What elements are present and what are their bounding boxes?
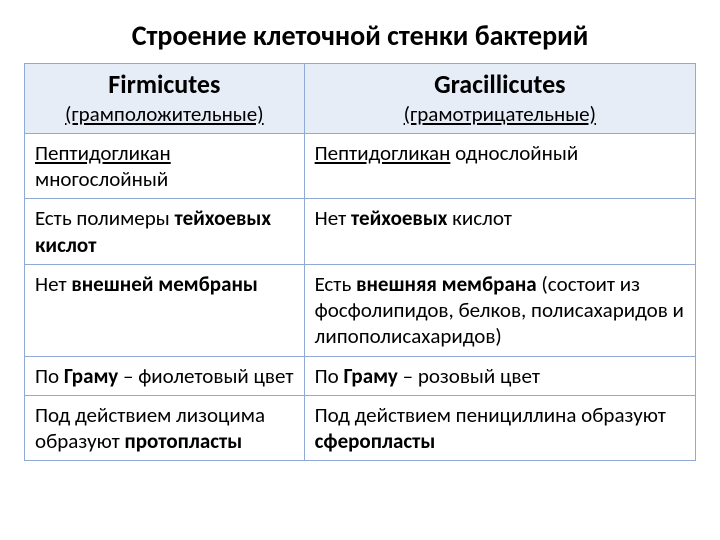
text: Нет xyxy=(35,271,71,297)
table-row: Пептидогликан многослойный Пептидогликан… xyxy=(25,133,696,199)
cell-teichoic-left: Есть полимеры тейхоевых кислот xyxy=(25,199,305,265)
text-bold: тейхоевых xyxy=(351,205,447,231)
text: – фиолетовый цвет xyxy=(118,363,293,389)
text-bold: внешняя мембрана xyxy=(356,271,537,297)
cell-peptidoglycan-right: Пептидогликан однослойный xyxy=(304,133,695,199)
text-bold: Граму xyxy=(64,363,118,389)
text: Есть xyxy=(315,271,356,297)
text: – розовый цвет xyxy=(398,363,540,389)
cell-membrane-left: Нет внешней мембраны xyxy=(25,264,305,356)
cell-membrane-right: Есть внешняя мембрана (состоит из фосфол… xyxy=(304,264,695,356)
cell-teichoic-right: Нет тейхоевых кислот xyxy=(304,199,695,265)
cell-lysozyme-left: Под действием лизоцима образуют протопла… xyxy=(25,395,305,461)
text: кислот xyxy=(447,205,512,231)
header-firmicutes: Firmicutes (грамположительные) xyxy=(25,64,305,134)
header-left-sub: (грамположительные) xyxy=(33,101,296,127)
text: многослойный xyxy=(35,166,168,192)
cell-penicillin-right: Под действием пенициллина образуют сферо… xyxy=(304,395,695,461)
text-bold: Граму xyxy=(344,363,398,389)
table-row: Под действием лизоцима образуют протопла… xyxy=(25,395,696,461)
text: Нет xyxy=(315,205,351,231)
text: По xyxy=(35,363,64,389)
table-row: Есть полимеры тейхоевых кислот Нет тейхо… xyxy=(25,199,696,265)
text-bold: протопласты xyxy=(125,428,243,454)
text: Есть полимеры xyxy=(35,205,175,231)
slide-title: Строение клеточной стенки бактерий xyxy=(24,18,696,53)
header-right-main: Gracillicutes xyxy=(313,68,687,101)
text: Под действием пенициллина образуют xyxy=(315,402,666,428)
header-gracillicutes: Gracillicutes (грамотрицательные) xyxy=(304,64,695,134)
text: однослойный xyxy=(450,140,578,166)
cell-gram-left: По Граму – фиолетовый цвет xyxy=(25,356,305,395)
header-left-main: Firmicutes xyxy=(33,68,296,101)
cell-gram-right: По Граму – розовый цвет xyxy=(304,356,695,395)
comparison-table: Firmicutes (грамположительные) Gracillic… xyxy=(24,63,696,461)
cell-peptidoglycan-left: Пептидогликан многослойный xyxy=(25,133,305,199)
table-row: Нет внешней мембраны Есть внешняя мембра… xyxy=(25,264,696,356)
text: По xyxy=(315,363,344,389)
text-bold: внешней мембраны xyxy=(71,271,258,297)
text-underline: Пептидогликан xyxy=(35,140,171,166)
table-row: По Граму – фиолетовый цвет По Граму – ро… xyxy=(25,356,696,395)
header-right-sub: (грамотрицательные) xyxy=(313,101,687,127)
text-bold: сферопласты xyxy=(315,428,436,454)
text-underline: Пептидогликан xyxy=(315,140,451,166)
table-header-row: Firmicutes (грамположительные) Gracillic… xyxy=(25,64,696,134)
